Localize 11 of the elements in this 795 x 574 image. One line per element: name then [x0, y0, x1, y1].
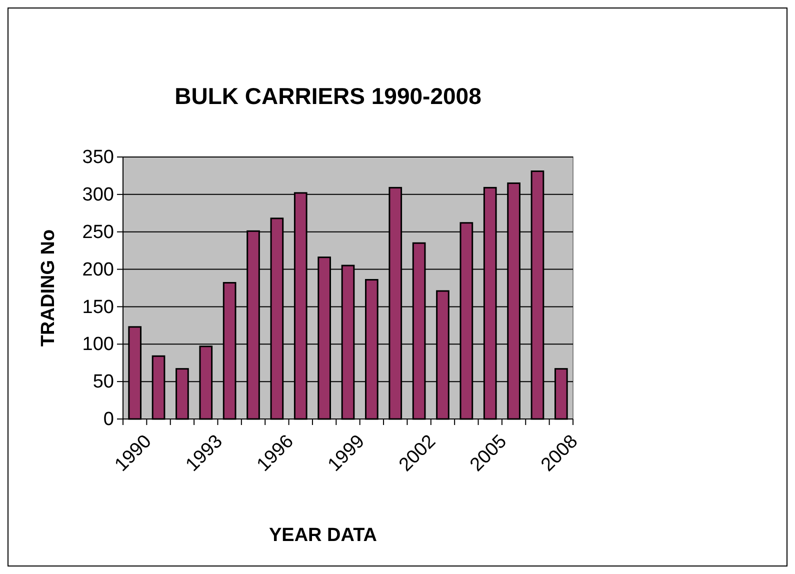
y-tick-label: 300	[82, 184, 114, 206]
y-tick-label: 150	[82, 296, 114, 318]
y-tick-label: 250	[82, 222, 114, 243]
y-tick-label: 200	[82, 259, 114, 280]
x-axis-title: YEAR DATA	[268, 525, 378, 546]
y-tick-label: 350	[82, 147, 114, 168]
y-tick-label: 0	[103, 409, 114, 430]
y-tick-label: 50	[92, 372, 114, 393]
y-tick-label: 100	[82, 334, 114, 356]
chart-title: BULK CARRIERS 1990-2008	[174, 83, 482, 109]
y-axis-title: TRADING No	[38, 229, 59, 347]
